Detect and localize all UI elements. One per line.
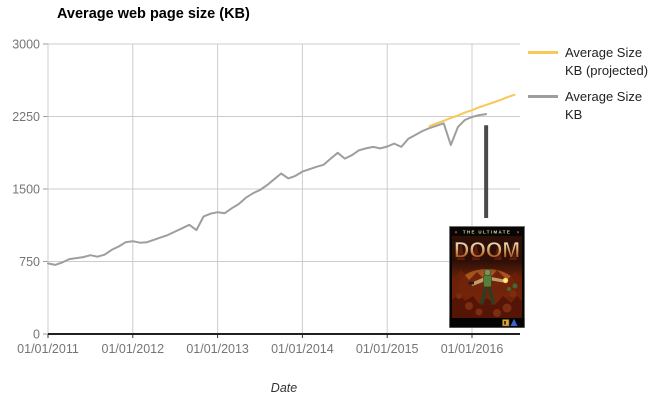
legend-item-average-size[interactable]: Average Size KB (528, 88, 652, 124)
doom-triangle-logo (510, 318, 518, 326)
series-line-projected[interactable] (428, 93, 516, 128)
legend-swatch-projected (528, 51, 558, 54)
legend-swatch-average-size (528, 95, 558, 98)
x-tick-label: 01/01/2014 (271, 342, 334, 356)
x-tick-label: 01/01/2015 (356, 342, 419, 356)
y-tick-label: 2250 (12, 110, 40, 124)
doom-box-art: THE ULTIMATE DOOM (449, 226, 525, 328)
x-tick-label: 01/01/2013 (186, 342, 249, 356)
y-tick-label: 1500 (12, 183, 40, 197)
y-tick-label: 0 (33, 328, 40, 342)
x-tick-label: 01/01/2011 (17, 342, 79, 356)
doom-logo-backdrop (457, 242, 517, 260)
legend-label-average-size: Average Size KB (565, 89, 643, 122)
series-line-average-size[interactable] (47, 113, 488, 266)
legend-item-projected[interactable]: Average Size KB (projected) (528, 44, 652, 80)
chart-title: Average web page size (KB) (57, 6, 250, 22)
doom-bottom-band (449, 318, 525, 328)
x-tick-label: 01/01/2016 (441, 342, 504, 356)
doom-logo-text: DOOM (454, 238, 520, 263)
doom-top-accent-left (455, 231, 457, 234)
doom-top-text: THE ULTIMATE (463, 230, 511, 235)
doom-marine (468, 269, 509, 305)
x-axis-title: Date (270, 381, 298, 395)
y-tick-label: 3000 (12, 38, 40, 52)
y-tick-label: 750 (19, 255, 40, 269)
doom-id-logo (502, 319, 510, 327)
chart-legend: Average Size KB (projected) Average Size… (528, 44, 652, 124)
doom-foreground (452, 294, 522, 318)
doom-demons (456, 283, 518, 317)
x-tick-label: 01/01/2012 (102, 342, 165, 356)
doom-top-accent-right (517, 231, 519, 234)
legend-label-projected: Average Size KB (projected) (565, 45, 649, 78)
